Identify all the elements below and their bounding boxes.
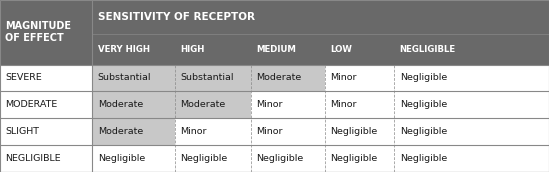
Text: MEDIUM: MEDIUM: [256, 45, 296, 53]
Bar: [0, 64, 92, 91]
Text: Moderate: Moderate: [256, 73, 301, 82]
Bar: [175, 91, 251, 118]
Bar: [325, 64, 394, 91]
Text: Minor: Minor: [256, 127, 283, 136]
Bar: [325, 118, 394, 145]
Text: Negligible: Negligible: [400, 154, 447, 163]
Bar: [325, 91, 394, 118]
Text: Minor: Minor: [256, 100, 283, 109]
Text: SEVERE: SEVERE: [5, 73, 42, 82]
Bar: [251, 145, 325, 172]
Text: Negligible: Negligible: [400, 73, 447, 82]
Text: HIGH: HIGH: [180, 45, 204, 53]
Text: Substantial: Substantial: [98, 73, 151, 82]
Bar: [251, 34, 325, 64]
Text: Negligible: Negligible: [98, 154, 145, 163]
Text: Minor: Minor: [180, 127, 206, 136]
Bar: [325, 34, 394, 64]
Text: Moderate: Moderate: [180, 100, 225, 109]
Text: Moderate: Moderate: [98, 100, 143, 109]
Bar: [92, 145, 175, 172]
Bar: [394, 118, 549, 145]
Text: NEGLIGIBLE: NEGLIGIBLE: [400, 45, 456, 53]
Bar: [92, 91, 175, 118]
Bar: [251, 91, 325, 118]
Bar: [394, 64, 549, 91]
Bar: [325, 145, 394, 172]
Text: Substantial: Substantial: [180, 73, 233, 82]
Text: MAGNITUDE
OF EFFECT: MAGNITUDE OF EFFECT: [5, 22, 71, 43]
Text: VERY HIGH: VERY HIGH: [98, 45, 150, 53]
Bar: [251, 118, 325, 145]
Text: SENSITIVITY OF RECEPTOR: SENSITIVITY OF RECEPTOR: [98, 12, 255, 22]
Text: Negligible: Negligible: [400, 100, 447, 109]
Text: Negligible: Negligible: [330, 127, 378, 136]
Text: Negligible: Negligible: [256, 154, 304, 163]
Bar: [92, 0, 549, 34]
Bar: [175, 145, 251, 172]
Text: LOW: LOW: [330, 45, 352, 53]
Bar: [175, 118, 251, 145]
Bar: [92, 34, 175, 64]
Text: Negligible: Negligible: [180, 154, 227, 163]
Bar: [92, 64, 175, 91]
Bar: [0, 118, 92, 145]
Bar: [394, 91, 549, 118]
Text: MODERATE: MODERATE: [5, 100, 58, 109]
Text: Negligible: Negligible: [400, 127, 447, 136]
Text: Minor: Minor: [330, 73, 357, 82]
Text: Moderate: Moderate: [98, 127, 143, 136]
Bar: [92, 118, 175, 145]
Text: SLIGHT: SLIGHT: [5, 127, 40, 136]
Bar: [175, 34, 251, 64]
Bar: [0, 0, 92, 64]
Text: NEGLIGIBLE: NEGLIGIBLE: [5, 154, 61, 163]
Bar: [251, 64, 325, 91]
Bar: [175, 64, 251, 91]
Bar: [394, 145, 549, 172]
Bar: [394, 34, 549, 64]
Text: Minor: Minor: [330, 100, 357, 109]
Bar: [0, 91, 92, 118]
Text: Negligible: Negligible: [330, 154, 378, 163]
Bar: [0, 145, 92, 172]
